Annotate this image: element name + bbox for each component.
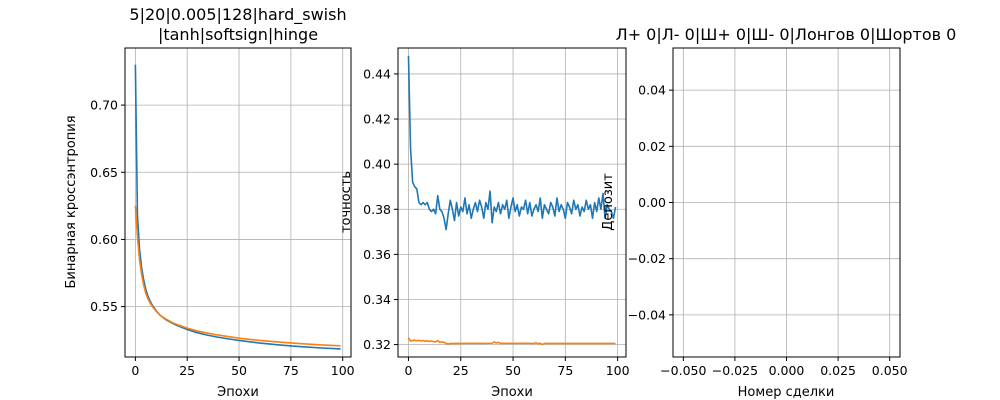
loss-x-tick-label: 0: [131, 363, 139, 378]
accuracy-x-tick-label: 25: [453, 363, 469, 378]
accuracy-x-tick-label: 100: [606, 363, 630, 378]
deposit-subplot: Л+ 0|Л- 0|Ш+ 0|Ш- 0|Лонгов 0|Шортов 0 Но…: [601, 25, 956, 400]
accuracy-series-1-line: [407, 55, 617, 231]
loss-title-line-1: 5|20|0.005|128|hard_swish: [129, 5, 346, 25]
accuracy-y-tick-label: 0.40: [363, 157, 391, 172]
accuracy-y-tick-label: 0.42: [363, 112, 391, 127]
deposit-title: Л+ 0|Л- 0|Ш+ 0|Ш- 0|Лонгов 0|Шортов 0: [616, 25, 957, 44]
deposit-y-tick-label: −0.04: [628, 307, 666, 322]
accuracy-x-tick-label: 75: [557, 363, 573, 378]
loss-y-tick-label: 0.60: [90, 232, 118, 247]
loss-x-tick-label: 50: [231, 363, 247, 378]
loss-series-2-line: [134, 205, 341, 347]
accuracy-y-tick-label: 0.44: [363, 66, 391, 81]
loss-x-tick-label: 100: [331, 363, 355, 378]
loss-plot-frame: [124, 47, 352, 358]
loss-y-tick-label: 0.65: [90, 165, 118, 180]
accuracy-y-tick-label: 0.34: [363, 292, 391, 307]
deposit-x-tick-label: −0.025: [712, 363, 758, 378]
deposit-y-tick-label: 0.04: [638, 83, 666, 98]
accuracy-x-tick-label: 50: [505, 363, 521, 378]
deposit-y-tick-label: −0.02: [628, 251, 666, 266]
deposit-x-tick-label: 0.050: [872, 363, 908, 378]
deposit-x-tick-label: 0.025: [820, 363, 856, 378]
loss-y-axis-label: Бинарная кроссэнтропия: [64, 115, 79, 288]
loss-x-tick-label: 75: [283, 363, 299, 378]
deposit-y-tick-label: 0.00: [638, 195, 666, 210]
accuracy-x-tick-label: 0: [404, 363, 412, 378]
accuracy-plot-frame: [397, 47, 627, 358]
accuracy-subplot: Эпохи точность 0 25 50 75 100 0.32 0.34 0.36 0.3…: [339, 47, 630, 400]
deposit-y-axis-label: Депозит: [601, 173, 616, 231]
deposit-y-tick-label: 0.02: [638, 139, 666, 154]
accuracy-y-axis-label: точность: [339, 171, 354, 233]
deposit-x-axis-label: Номер сделки: [738, 385, 835, 400]
loss-subplot: 5|20|0.005|128|hard_swish |tanh|softsign…: [64, 5, 355, 400]
accuracy-y-tick-label: 0.36: [363, 247, 391, 262]
accuracy-series-2-line: [407, 337, 616, 346]
deposit-x-tick-label: 0.000: [769, 363, 805, 378]
accuracy-y-tick-label: 0.32: [363, 337, 391, 352]
accuracy-y-tick-label: 0.38: [363, 202, 391, 217]
loss-y-tick-label: 0.55: [90, 299, 118, 314]
loss-y-tick-label: 0.70: [90, 98, 118, 113]
accuracy-x-axis-label: Эпохи: [491, 385, 533, 400]
loss-title-line-2: |tanh|softsign|hinge: [158, 25, 318, 44]
loss-x-tick-label: 25: [179, 363, 195, 378]
loss-x-axis-label: Эпохи: [217, 385, 259, 400]
deposit-x-tick-label: −0.050: [660, 363, 706, 378]
deposit-plot-frame: [672, 47, 901, 358]
